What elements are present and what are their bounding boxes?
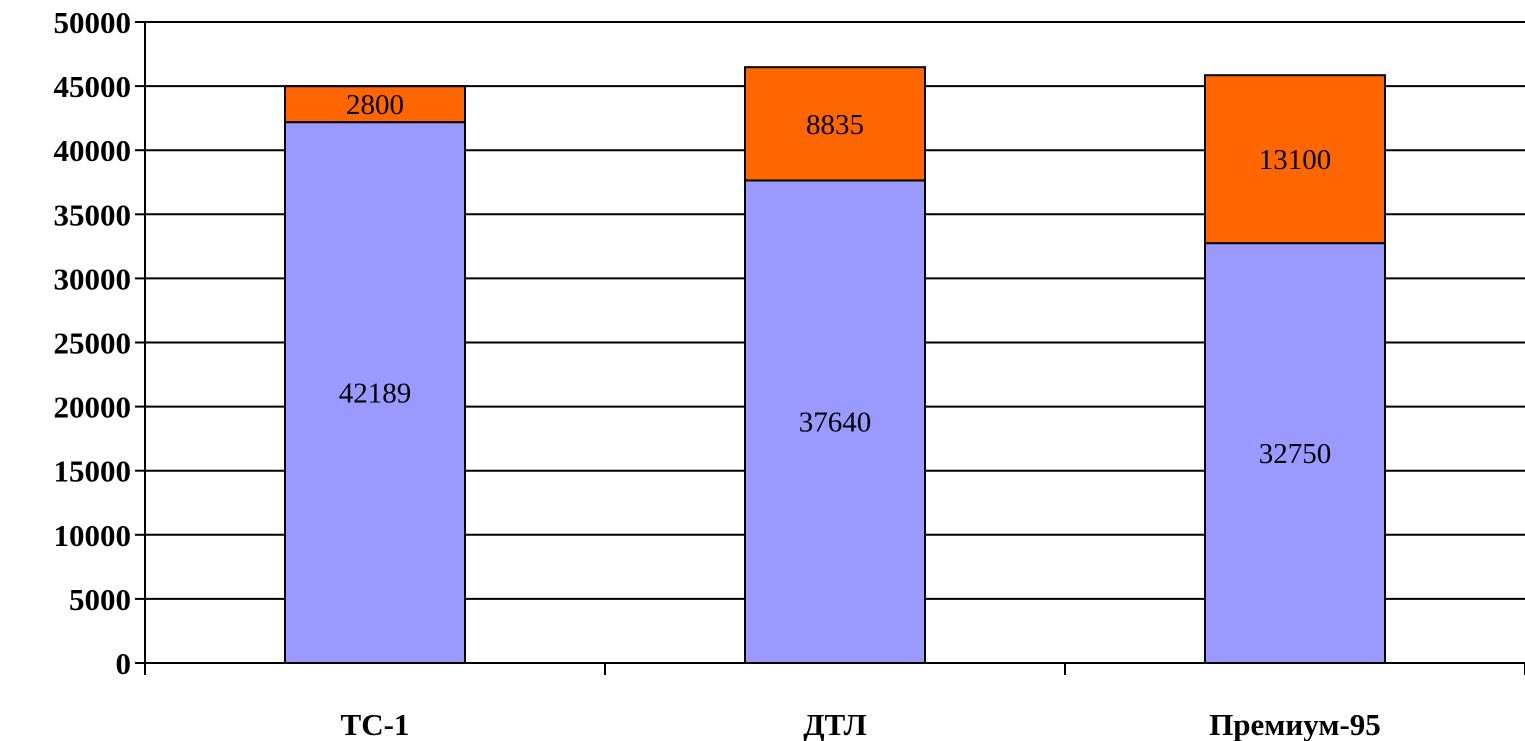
- bar-segment: [1204, 74, 1386, 245]
- y-tick-label: 5000: [69, 582, 131, 617]
- bar-segment: [744, 66, 926, 182]
- y-tick-label: 50000: [54, 5, 132, 40]
- axes: [135, 21, 1525, 675]
- y-tick-label: 40000: [54, 133, 132, 168]
- data-labels: 42189 2800 37640 8835 32750 13100: [339, 89, 1332, 470]
- y-tick-label: 45000: [54, 69, 132, 104]
- y-tick-label: 25000: [54, 326, 132, 361]
- data-label: 2800: [346, 89, 404, 121]
- x-axis-categories: ТС-1 ДТЛ Премиум-95: [341, 707, 1381, 741]
- x-category-label: Премиум-95: [1209, 707, 1381, 741]
- bars-group: [284, 66, 1386, 665]
- bar-segment: [284, 85, 466, 124]
- y-tick-label: 10000: [54, 518, 132, 553]
- y-tick-label: 30000: [54, 261, 132, 296]
- x-category-label: ТС-1: [341, 707, 410, 741]
- y-tick-label: 20000: [54, 390, 132, 425]
- y-tick-label: 0: [116, 646, 132, 681]
- data-label: 37640: [799, 407, 872, 439]
- y-axis-ticks: 0 5000 10000 15000 20000 25000 30000 35000 40000…: [54, 5, 132, 681]
- data-label: 32750: [1259, 438, 1332, 470]
- x-category-label: ДТЛ: [803, 707, 867, 741]
- data-label: 8835: [806, 109, 864, 141]
- y-tick-label: 35000: [54, 197, 132, 232]
- y-tick-label: 15000: [54, 454, 132, 489]
- data-label: 13100: [1259, 144, 1332, 176]
- bar-segment: [1204, 242, 1386, 665]
- data-label: 42189: [339, 378, 412, 410]
